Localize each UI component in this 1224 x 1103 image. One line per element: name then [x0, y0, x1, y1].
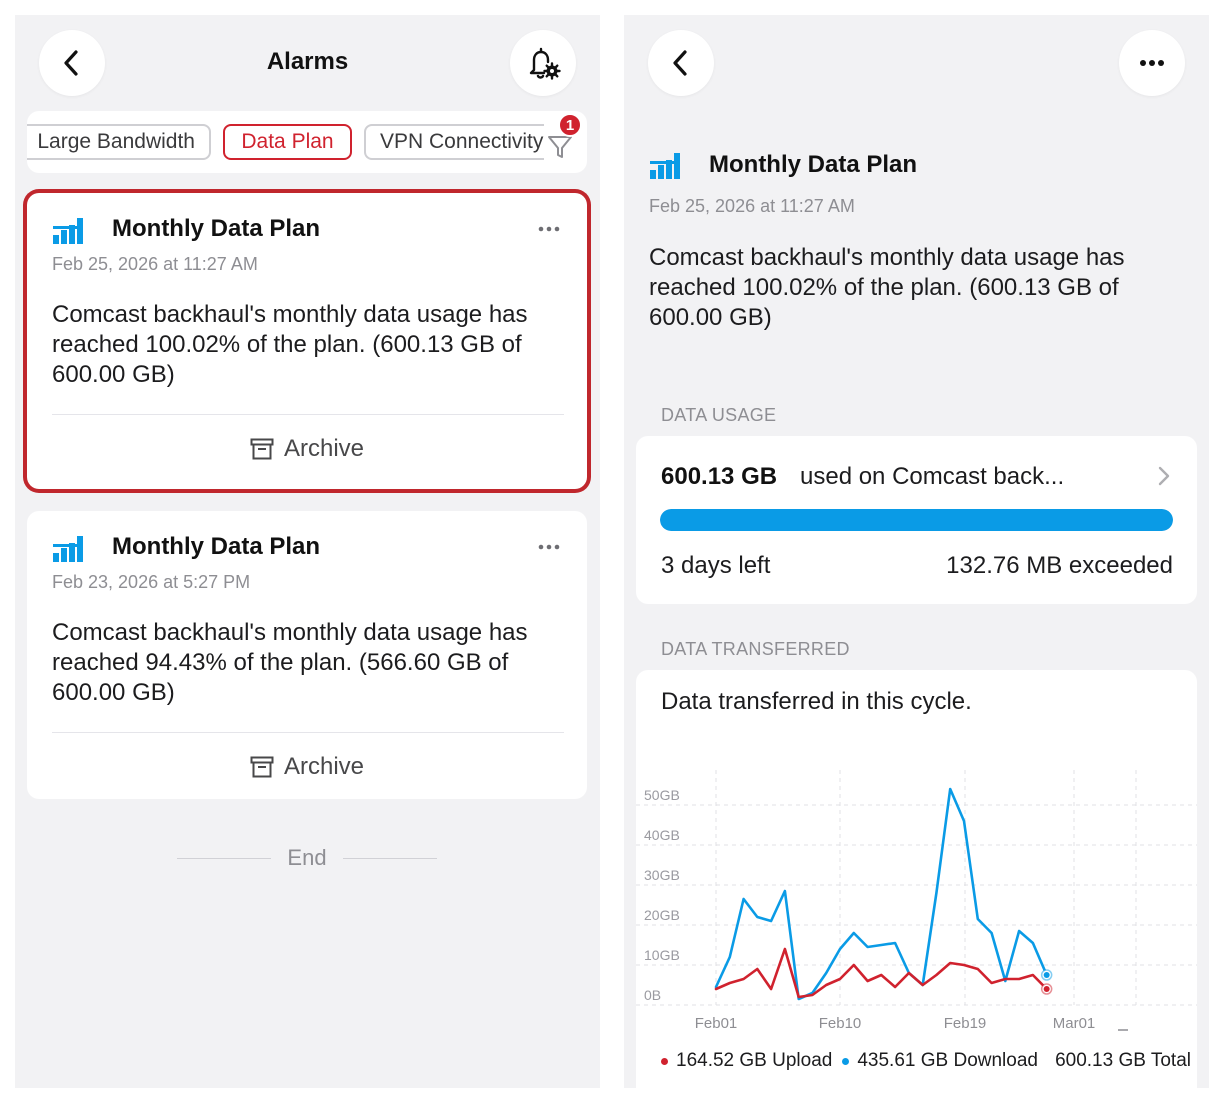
- alarm-timestamp: Feb 25, 2026 at 11:27 AM: [649, 196, 855, 216]
- alarm-timestamp: Feb 23, 2026 at 5:27 PM: [52, 572, 251, 592]
- y-tick-label: 30GB: [644, 867, 680, 883]
- alarm-detail-screen: Monthly Data Plan Feb 25, 2026 at 11:27 …: [624, 15, 1209, 1088]
- archive-button[interactable]: Archive: [27, 747, 587, 787]
- chevron-right-icon: [1158, 466, 1170, 486]
- filter-chip-bar: Large Bandwidth Data Plan VPN Connectivi…: [27, 111, 587, 173]
- back-button[interactable]: [39, 30, 105, 96]
- end-label: End: [287, 845, 327, 870]
- alarm-title: Monthly Data Plan: [112, 215, 321, 242]
- more-options-button[interactable]: [532, 535, 566, 559]
- bar-chart-icon: [53, 218, 83, 244]
- section-label-data-usage: DATA USAGE: [661, 405, 777, 425]
- x-tick-label: Feb01: [695, 1015, 738, 1032]
- divider: [342, 857, 437, 859]
- data-transferred-card: Data transferred in this cycle. 0B 10GB 20…: [636, 670, 1197, 1088]
- filter-button[interactable]: [545, 131, 575, 161]
- y-tick-label: 0B: [644, 987, 661, 1003]
- series-endpoint-download: [1043, 972, 1050, 978]
- archive-label: Archive: [283, 435, 365, 462]
- filter-funnel-icon: [548, 136, 572, 158]
- legend-download: 435.61 GB Download: [842, 1050, 1038, 1072]
- y-tick-label: 50GB: [644, 787, 680, 803]
- archive-box-icon: [250, 438, 274, 460]
- days-left: 3 days left: [661, 552, 771, 579]
- alarm-card[interactable]: Monthly Data Plan Feb 23, 2026 at 5:27 P…: [27, 511, 587, 799]
- chip-vpn-connectivity[interactable]: VPN Connectivity: [364, 124, 544, 160]
- alarm-card[interactable]: Monthly Data Plan Feb 25, 2026 at 11:27 …: [27, 193, 587, 489]
- usage-progress-fill: [660, 509, 1173, 531]
- usage-progress-bar: [660, 509, 1173, 531]
- archive-box-icon: [250, 756, 274, 778]
- divider: [177, 857, 272, 859]
- bell-gear-icon: [529, 47, 561, 80]
- archive-label: Archive: [283, 753, 365, 780]
- series-endpoint-upload: [1043, 986, 1050, 992]
- data-transferred-chart: 0B 10GB 20GB 30GB 40GB 50GB Feb01 Feb10 Feb19 Mar…: [636, 770, 1197, 1032]
- data-usage-card[interactable]: 600.13 GB used on Comcast back... 3 days…: [636, 436, 1197, 604]
- y-tick-label: 20GB: [644, 907, 680, 923]
- y-tick-label: 40GB: [644, 827, 680, 843]
- alarm-message: Comcast backhaul's monthly data usage ha…: [52, 301, 528, 388]
- section-label-data-transferred: DATA TRANSFERRED: [661, 639, 850, 659]
- archive-button[interactable]: Archive: [27, 429, 587, 469]
- alarm-title: Monthly Data Plan: [112, 533, 321, 560]
- filter-count-badge: 1: [558, 113, 582, 137]
- usage-amount: 600.13 GB: [661, 463, 778, 490]
- back-button[interactable]: [648, 30, 714, 96]
- upload-dot: [661, 1057, 668, 1065]
- chip-data-plan[interactable]: Data Plan: [223, 124, 352, 160]
- alarms-screen: Alarms Large Bandwidth Data Plan VPN Con…: [15, 15, 600, 1088]
- ellipsis-icon: [538, 544, 560, 550]
- alarm-message: Comcast backhaul's monthly data usage ha…: [649, 244, 1125, 331]
- download-dot: [842, 1057, 850, 1065]
- page-title: Alarms: [266, 48, 349, 75]
- usage-exceeded: 132.76 MB exceeded: [946, 552, 1173, 579]
- ellipsis-icon: [1140, 60, 1164, 66]
- end-of-list: End: [177, 845, 437, 871]
- ellipsis-icon: [538, 226, 560, 232]
- bar-chart-icon: [650, 153, 680, 179]
- y-tick-label: 10GB: [644, 947, 680, 963]
- legend-total: 600.13 GB Total: [1055, 1050, 1191, 1071]
- more-options-button[interactable]: [532, 217, 566, 241]
- alarm-message: Comcast backhaul's monthly data usage ha…: [52, 619, 528, 706]
- card-divider: [52, 414, 564, 415]
- chart-legend: 164.52 GB Upload 435.61 GB Download 600.…: [661, 1050, 1191, 1072]
- bar-chart-icon: [53, 536, 83, 562]
- series-line-upload: [714, 947, 1049, 999]
- chip-large-bandwidth[interactable]: Large Bandwidth: [27, 124, 211, 160]
- card-divider: [52, 732, 564, 733]
- chart-heading: Data transferred in this cycle.: [661, 688, 972, 715]
- alarm-timestamp: Feb 25, 2026 at 11:27 AM: [52, 254, 258, 274]
- x-tick-label: Feb19: [944, 1015, 987, 1032]
- alarm-settings-button[interactable]: [510, 30, 576, 96]
- x-tick-label: Mar01: [1053, 1015, 1096, 1032]
- legend-upload: 164.52 GB Upload: [661, 1050, 832, 1072]
- more-options-button[interactable]: [1119, 30, 1185, 96]
- chevron-left-icon: [64, 50, 78, 76]
- series-line-download: [714, 787, 1049, 1001]
- x-tick-label: Feb10: [819, 1015, 862, 1032]
- alarm-title: Monthly Data Plan: [709, 151, 918, 178]
- usage-description: used on Comcast back...: [800, 463, 1065, 490]
- chevron-left-icon: [673, 50, 687, 76]
